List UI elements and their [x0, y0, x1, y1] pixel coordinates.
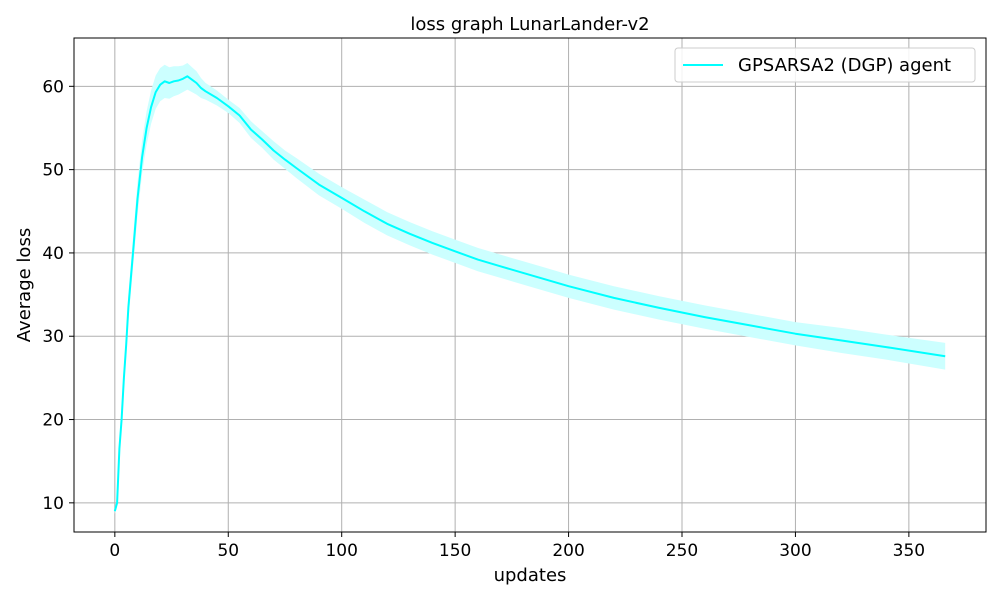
- confidence-band: [114, 63, 946, 514]
- series-line: [113, 75, 946, 512]
- legend-label: GPSARSA2 (DGP) agent: [738, 55, 951, 76]
- y-tick-label: 50: [42, 161, 64, 181]
- series-line-layer: [113, 75, 946, 512]
- x-tick-label: 300: [779, 541, 811, 561]
- x-tick-label: 350: [893, 541, 925, 561]
- x-axis-ticks: 0 50 100 150 200 250 300 350: [109, 532, 925, 561]
- x-tick-label: 250: [666, 541, 698, 561]
- y-tick-label: 60: [42, 77, 64, 97]
- x-tick-label: 200: [552, 541, 584, 561]
- legend-box: [674, 47, 976, 83]
- y-tick-label: 30: [42, 327, 64, 347]
- x-tick-label: 150: [439, 541, 471, 561]
- y-axis-ticks: 10 20 30 40 50 60: [42, 77, 74, 514]
- y-tick-label: 20: [42, 411, 64, 431]
- plot-frame: [73, 37, 987, 533]
- x-axis-label: updates: [494, 565, 567, 586]
- y-tick-label: 10: [42, 494, 64, 514]
- y-axis-label: Average loss: [14, 228, 35, 342]
- x-tick-label: 0: [109, 541, 120, 561]
- y-tick-label: 40: [42, 244, 64, 264]
- legend: GPSARSA2 (DGP) agent: [674, 47, 976, 83]
- confidence-band-layer: [114, 63, 946, 514]
- x-tick-label: 50: [217, 541, 239, 561]
- grid: [74, 38, 986, 532]
- chart-title: loss graph LunarLander-v2: [410, 14, 649, 35]
- x-tick-label: 100: [325, 541, 357, 561]
